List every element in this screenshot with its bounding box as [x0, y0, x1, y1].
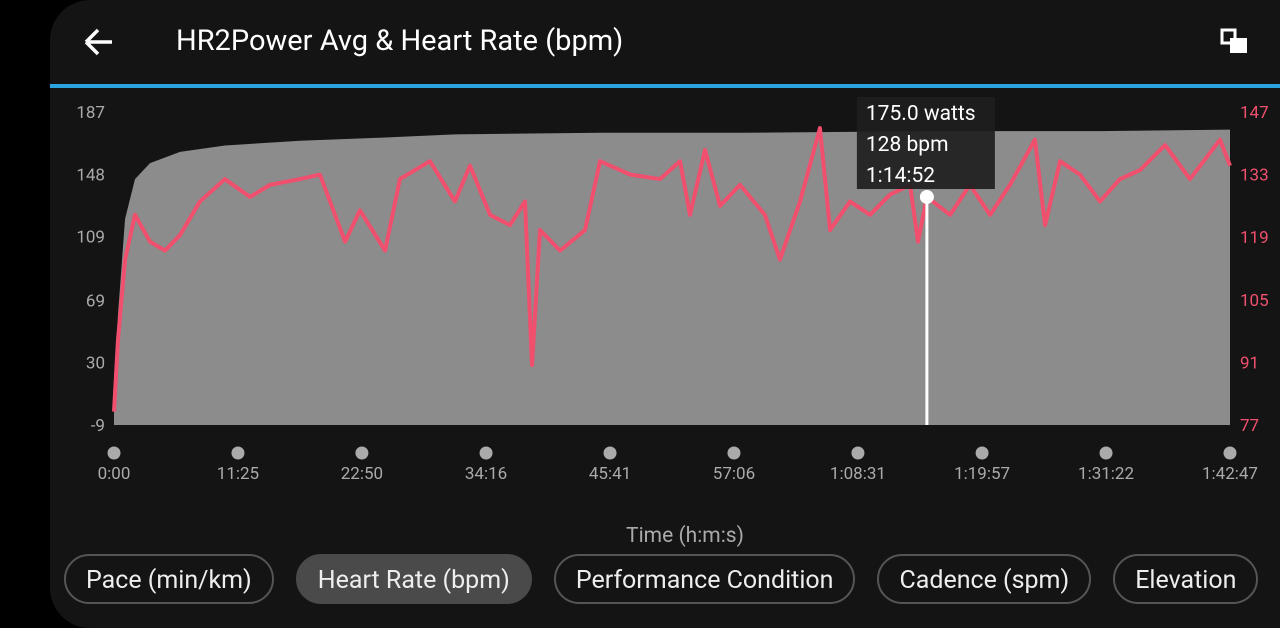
- x-tick-label: 57:06: [713, 464, 755, 484]
- x-tick-label: 45:41: [589, 464, 631, 484]
- tooltip-time: 1:14:52: [866, 164, 935, 188]
- chip[interactable]: Pace (min/km): [64, 554, 274, 604]
- power-area: [114, 129, 1230, 425]
- x-tick-dot: [1099, 446, 1113, 460]
- y2-tick-label: 119: [1240, 228, 1269, 248]
- chip[interactable]: Cadence (spm): [877, 554, 1092, 604]
- back-button[interactable]: [84, 28, 112, 56]
- x-tick-label: 0:00: [98, 464, 131, 484]
- y2-tick-label: 133: [1240, 166, 1269, 186]
- y-tick-label: 148: [76, 165, 105, 185]
- panel: -9 30 69 109 148 187 77 91 105 119 133 147 0:00 11:25…: [50, 0, 1280, 628]
- chip[interactable]: Elevation: [1113, 554, 1259, 604]
- x-tick-label: 1:31:22: [1078, 464, 1134, 484]
- header-rule: [50, 84, 1280, 88]
- chip[interactable]: Heart Rate (bpm): [295, 554, 532, 604]
- chip[interactable]: Performance Condition: [553, 554, 856, 604]
- tooltip-line: 175.0 watts: [866, 102, 976, 126]
- x-tick-dot: [107, 446, 121, 460]
- x-tick-dot: [231, 446, 245, 460]
- x-tick-label: 22:50: [341, 464, 383, 484]
- x-tick-dot: [479, 446, 493, 460]
- x-tick-label: 34:16: [465, 464, 507, 484]
- y-tick-label: 30: [86, 354, 105, 374]
- x-tick-dot: [727, 446, 741, 460]
- chart: -9 30 69 109 148 187 77 91 105 119 133 147 0:00 11:25…: [76, 28, 1269, 548]
- chip-bar: Pace (min/km) Heart Rate (bpm) Performance…: [64, 554, 1280, 604]
- x-tick-label: 1:08:31: [830, 464, 886, 484]
- y2-tick-label: 105: [1240, 291, 1269, 311]
- x-tick-dot: [355, 446, 369, 460]
- y-tick-label: 109: [76, 228, 105, 248]
- x-tick-dot: [1223, 446, 1237, 460]
- tooltip-box: [856, 97, 995, 189]
- y2-tick-label: 91: [1240, 353, 1259, 373]
- x-tick-dot: [975, 446, 989, 460]
- header-title: HR2Power Avg & Heart Rate (bpm): [176, 24, 624, 58]
- y2-tick-label: 147: [1240, 103, 1269, 123]
- expand-button[interactable]: [1220, 28, 1247, 53]
- y2-tick-label: 77: [1240, 416, 1259, 436]
- x-tick-label: 1:42:47: [1202, 464, 1258, 484]
- y-tick-label: 187: [76, 103, 105, 123]
- x-tick-label: 1:19:57: [954, 464, 1010, 484]
- x-tick-dot: [851, 446, 865, 460]
- y-tick-label: -9: [91, 416, 105, 436]
- heart-rate-line: [112, 126, 1232, 412]
- x-axis-label: Time (h:m:s): [626, 524, 744, 548]
- x-tick-dot: [603, 446, 617, 460]
- tooltip-line: 128 bpm: [866, 133, 949, 157]
- x-tick-label: 11:25: [217, 464, 259, 484]
- y-tick-label: 69: [86, 291, 105, 311]
- cursor-dot: [919, 189, 934, 204]
